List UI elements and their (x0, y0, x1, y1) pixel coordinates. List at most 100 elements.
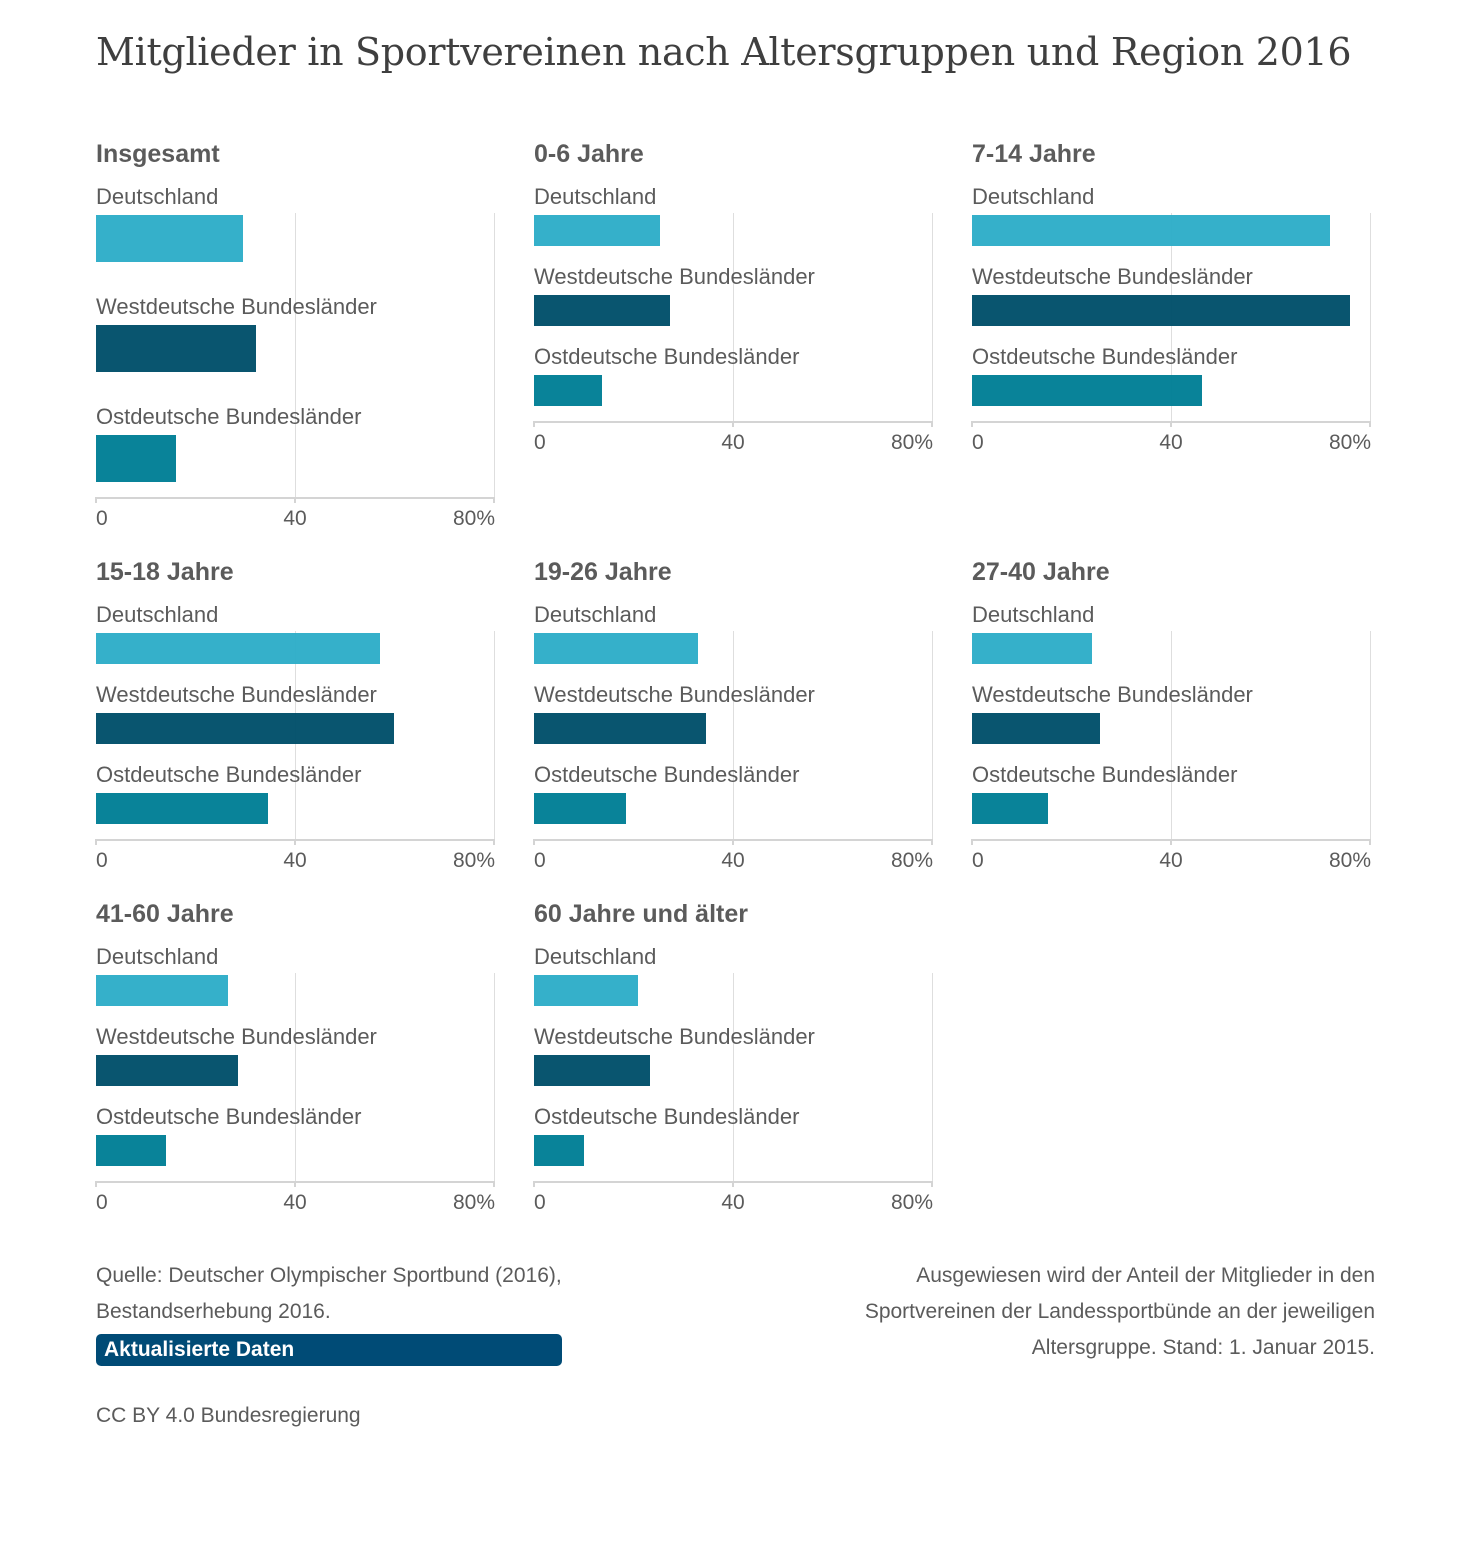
gridline (733, 631, 734, 839)
x-tick-label: 80% (1328, 849, 1371, 872)
x-tick-label: 80% (890, 431, 933, 454)
bar (534, 793, 627, 824)
bar (534, 713, 707, 744)
bar (534, 1135, 585, 1166)
bar-label: Westdeutsche Bundesländer (534, 1024, 815, 1049)
bar (972, 375, 1203, 406)
bar (534, 375, 603, 406)
bar-label: Ostdeutsche Bundesländer (972, 344, 1238, 369)
source-block: Quelle: Deutscher Olympischer Sportbund … (96, 1258, 562, 1366)
bar-label: Deutschland (96, 944, 219, 969)
x-tick-label: 0 (534, 1191, 546, 1214)
x-tick-label: 40 (283, 507, 307, 530)
x-tick-label: 80% (452, 507, 495, 530)
gridline (295, 973, 296, 1181)
note-line-2: Sportvereinen der Landessportbünde an de… (864, 1300, 1375, 1323)
bar (96, 633, 381, 664)
bar-label: Westdeutsche Bundesländer (972, 682, 1253, 707)
bar (972, 295, 1351, 326)
updated-data-badge[interactable]: Aktualisierte Daten (96, 1334, 562, 1366)
bar-label: Westdeutsche Bundesländer (972, 264, 1253, 289)
bar-label: Deutschland (96, 602, 219, 627)
bar-label: Ostdeutsche Bundesländer (96, 1104, 362, 1129)
bar (96, 713, 394, 744)
license-text: CC BY 4.0 Bundesregierung (96, 1404, 361, 1427)
chart-panel: 27-40 Jahre Deutschland Westdeutsche Bunde… (971, 558, 1372, 879)
gridline (733, 973, 734, 1181)
bar (534, 1055, 650, 1086)
panel-title: Insgesamt (96, 140, 220, 168)
bar-label: Westdeutsche Bundesländer (534, 682, 815, 707)
bar-label: Westdeutsche Bundesländer (534, 264, 815, 289)
x-tick-label: 40 (283, 849, 307, 872)
x-tick (533, 839, 535, 845)
gridline (932, 631, 933, 839)
x-tick (732, 421, 734, 427)
bar (96, 435, 176, 482)
x-tick (294, 497, 296, 503)
bar (534, 633, 698, 664)
x-tick (493, 497, 495, 503)
x-tick (95, 497, 97, 503)
bar-label: Ostdeutsche Bundesländer (96, 762, 362, 787)
x-tick (732, 1181, 734, 1187)
panel-title: 15-18 Jahre (96, 558, 234, 586)
x-tick (971, 421, 973, 427)
x-tick-label: 0 (972, 849, 984, 872)
bar-label: Deutschland (972, 602, 1095, 627)
bar-label: Deutschland (534, 944, 657, 969)
chart-panel: 7-14 Jahre Deutschland Westdeutsche Bundes… (971, 140, 1372, 461)
bar-label: Westdeutsche Bundesländer (96, 294, 377, 319)
bar (534, 215, 660, 246)
x-tick (931, 421, 933, 427)
chart-panel: Insgesamt Deutschland Westdeutsche Bundesl… (95, 140, 496, 537)
x-tick (294, 1181, 296, 1187)
chart-panel: 19-26 Jahre Deutschland Westdeutsche Bunde… (533, 558, 934, 879)
x-tick-label: 80% (452, 849, 495, 872)
bar-label: Ostdeutsche Bundesländer (534, 762, 800, 787)
x-tick-label: 40 (283, 1191, 307, 1214)
gridline (494, 213, 495, 497)
x-tick (971, 839, 973, 845)
bar (96, 1135, 167, 1166)
chart-panel: 15-18 Jahre Deutschland Westdeutsche Bunde… (95, 558, 496, 879)
x-tick (1170, 421, 1172, 427)
gridline (1370, 213, 1371, 421)
panel-title: 41-60 Jahre (96, 900, 234, 928)
panel-title: 0-6 Jahre (534, 140, 644, 168)
note-line-1: Ausgewiesen wird der Anteil der Mitglied… (916, 1264, 1375, 1287)
source-line-2: Bestandserhebung 2016. (96, 1300, 331, 1323)
panel-title: 19-26 Jahre (534, 558, 672, 586)
bar-label: Deutschland (534, 184, 657, 209)
x-tick-label: 80% (890, 849, 933, 872)
note-block: Ausgewiesen wird der Anteil der Mitglied… (815, 1258, 1375, 1366)
chart-title: Mitglieder in Sportvereinen nach Altersg… (96, 30, 1352, 74)
x-tick (1170, 839, 1172, 845)
x-tick-label: 0 (534, 849, 546, 872)
x-tick-label: 0 (96, 849, 108, 872)
x-tick-label: 0 (534, 431, 546, 454)
x-tick (294, 839, 296, 845)
x-tick-label: 40 (1159, 849, 1183, 872)
bar (972, 633, 1092, 664)
x-tick (533, 1181, 535, 1187)
bar (534, 975, 638, 1006)
gridline (932, 213, 933, 421)
panel-title: 7-14 Jahre (972, 140, 1096, 168)
bar (972, 713, 1100, 744)
panel-title: 60 Jahre und älter (534, 900, 748, 928)
x-tick-label: 40 (721, 431, 745, 454)
x-tick (95, 839, 97, 845)
x-tick (732, 839, 734, 845)
gridline (494, 973, 495, 1181)
bar-label: Deutschland (534, 602, 657, 627)
bar (972, 215, 1331, 246)
bar-label: Ostdeutsche Bundesländer (972, 762, 1238, 787)
x-tick-label: 0 (96, 507, 108, 530)
note-line-3: Altersgruppe. Stand: 1. Januar 2015. (1031, 1336, 1375, 1359)
source-line-1: Quelle: Deutscher Olympischer Sportbund … (96, 1264, 562, 1287)
x-tick-label: 40 (721, 849, 745, 872)
x-tick (95, 1181, 97, 1187)
bar-label: Ostdeutsche Bundesländer (96, 404, 362, 429)
